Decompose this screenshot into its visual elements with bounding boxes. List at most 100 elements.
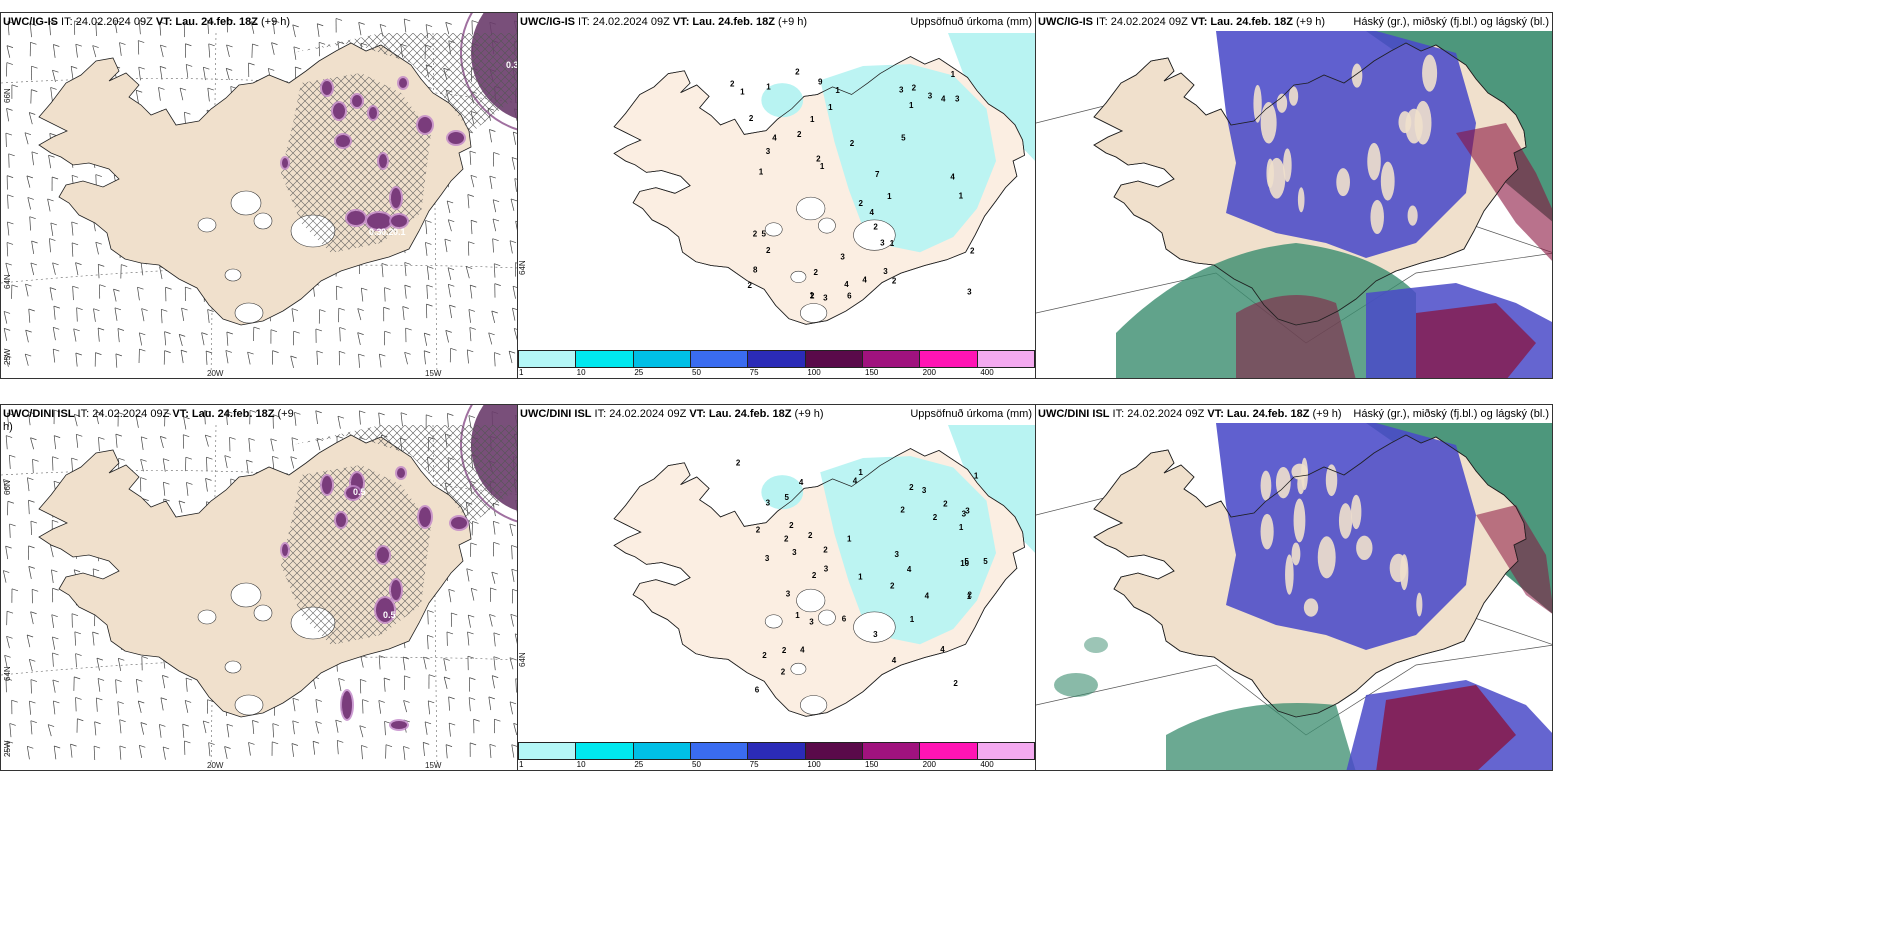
precip-value: 2 bbox=[784, 535, 789, 544]
map-svg: 1 122323248211342274211142652134291253211… bbox=[613, 33, 1035, 325]
precip-value: 1 bbox=[820, 162, 825, 171]
precip-value: 1 bbox=[967, 592, 972, 601]
precip-value: 3 bbox=[895, 550, 900, 559]
map-svg bbox=[1036, 423, 1552, 770]
colorbar-label: 100 bbox=[807, 368, 821, 377]
lat-tick-64n: 64N bbox=[518, 652, 527, 667]
precip-value: 2 bbox=[859, 199, 864, 208]
precip-value: 1 bbox=[828, 103, 833, 112]
precip-value: 1 bbox=[795, 611, 800, 620]
precip-value: 2 bbox=[900, 505, 905, 514]
init-time: IT: 24.02.2024 09Z bbox=[1109, 408, 1208, 420]
map-svg: 1233563214621342322210253224253223434232… bbox=[613, 425, 1035, 717]
precip-value: 2 bbox=[823, 545, 828, 554]
colorbar-segment bbox=[805, 743, 863, 759]
colorbar-segment bbox=[748, 351, 806, 367]
lead-time: (+9 h) bbox=[791, 408, 824, 420]
colorbar-label: 50 bbox=[692, 760, 701, 769]
colorbar-label: 10 bbox=[576, 760, 586, 769]
precip-value: 2 bbox=[795, 68, 800, 77]
colorbar-label: 1 bbox=[519, 368, 524, 377]
map-svg: 0.5 0.5 bbox=[1, 405, 517, 770]
init-time: IT: 24.02.2024 09Z bbox=[1093, 16, 1191, 28]
snow-label: 0.1 bbox=[393, 227, 406, 237]
colorbar-segment bbox=[519, 743, 577, 759]
field-label: Uppsöfnuð úrkoma (mm) bbox=[910, 16, 1032, 28]
init-time: IT: 24.02.2024 09Z bbox=[575, 16, 673, 28]
colorbar-labels: 1 10 25 50 75 100 150 200 400 bbox=[518, 368, 1035, 378]
lon-tick-20w: 20W bbox=[207, 369, 224, 378]
precip-value: 1 bbox=[835, 86, 840, 95]
precip-value: 1 bbox=[809, 291, 814, 300]
precip-value: 5 bbox=[785, 493, 790, 502]
precip-value: 4 bbox=[892, 656, 897, 665]
valid-time: VT: Lau. 24.feb. 18Z bbox=[172, 408, 275, 420]
precip-value: 2 bbox=[810, 291, 815, 300]
precip-value: 3 bbox=[823, 294, 828, 303]
precip-value: 7 bbox=[875, 170, 880, 179]
panel-title: UWC/IG-IS IT: 24.02.2024 09Z VT: Lau. 24… bbox=[1038, 16, 1325, 28]
precip-value: 1 bbox=[740, 87, 745, 96]
precip-value: 3 bbox=[955, 95, 960, 104]
precip-value: 2 bbox=[748, 281, 753, 290]
precip-value: 3 bbox=[809, 618, 814, 627]
lat-tick-64n: 64N bbox=[518, 260, 527, 275]
colorbar-segment bbox=[977, 743, 1034, 759]
precip-value: 2 bbox=[812, 571, 817, 580]
precip-value: 1 bbox=[959, 192, 964, 201]
colorbar-labels: 1 10 25 50 75 100 150 200 400 bbox=[518, 760, 1035, 770]
precip-value: 2 bbox=[967, 591, 972, 600]
precip-value: 4 bbox=[853, 477, 858, 486]
init-time: IT: 24.02.2024 09Z bbox=[591, 408, 690, 420]
model-name: UWC/DINI ISL bbox=[520, 408, 592, 420]
colorbar-label: 25 bbox=[634, 760, 644, 769]
precip-value: 3 bbox=[962, 509, 967, 518]
precip-value: 2 bbox=[753, 229, 758, 238]
precip-value: 2 bbox=[892, 277, 897, 286]
precip-value: 3 bbox=[922, 486, 927, 495]
colorbar-label: 75 bbox=[749, 760, 759, 769]
colorbar-label: 10 bbox=[576, 368, 586, 377]
colorbar-label: 1 bbox=[519, 760, 524, 769]
panel-title: UWC/DINI ISL IT: 24.02.2024 09Z VT: Lau.… bbox=[520, 408, 824, 420]
colorbar bbox=[518, 350, 1035, 368]
precip-value: 2 bbox=[730, 80, 735, 89]
colorbar-label: 50 bbox=[692, 368, 701, 377]
precip-value: 4 bbox=[925, 592, 930, 601]
colorbar-segment bbox=[633, 743, 691, 759]
precip-value: 1 bbox=[909, 101, 914, 110]
field-label: Uppsöfnuð úrkoma (mm) bbox=[910, 408, 1032, 420]
lead-time: (+9 h) bbox=[1309, 408, 1342, 420]
precip-value: 3 bbox=[873, 630, 878, 639]
precip-value: 1 bbox=[890, 239, 895, 248]
panel-precip-lower: 1 2 3 3 5 6 3 2 1 4 6 2 1 3 4 2 3 2 2 2 10 2 5 3 2 2 4 2 5 3 2 2 3 4 3 4 2 3 2… bbox=[517, 404, 1036, 771]
field-label: Háský (gr.), miðský (fj.bl.) og lágský (… bbox=[1353, 408, 1549, 420]
precip-value: 5 bbox=[762, 230, 767, 239]
precip-value: 3 bbox=[766, 499, 771, 508]
precip-value: 2 bbox=[808, 531, 813, 540]
model-name: UWC/DINI ISL bbox=[1038, 408, 1110, 420]
lead-time: (+9 bbox=[274, 408, 294, 420]
precip-value: 4 bbox=[950, 173, 955, 182]
precip-value: 3 bbox=[840, 252, 845, 261]
panel-title: UWC/IG-IS IT: 24.02.2024 09Z VT: Lau. 24… bbox=[3, 16, 290, 28]
precip-value: 2 bbox=[782, 646, 787, 655]
colorbar-label: 150 bbox=[865, 760, 879, 769]
lat-tick-64n: 64N bbox=[3, 274, 12, 289]
precip-value: 9 bbox=[818, 77, 823, 86]
lon-tick-25w: 25W bbox=[3, 348, 12, 365]
precip-value: 5 bbox=[901, 134, 906, 143]
precip-value: 2 bbox=[789, 521, 794, 530]
panel-title: UWC/DINI ISL IT: 24.02.2024 09Z VT: Lau.… bbox=[3, 408, 294, 420]
precip-value: 2 bbox=[749, 114, 754, 123]
precip-value: 2 bbox=[970, 246, 975, 255]
panel-cloud-lower: UWC/DINI ISL IT: 24.02.2024 09Z VT: Lau.… bbox=[1035, 404, 1553, 771]
precip-value: 2 bbox=[933, 513, 938, 522]
colorbar bbox=[518, 742, 1035, 760]
precip-value: 2 bbox=[762, 651, 767, 660]
snow-label: 0.2 bbox=[381, 227, 394, 237]
precip-value: 4 bbox=[844, 280, 849, 289]
valid-time: VT: Lau. 24.feb. 18Z bbox=[155, 16, 258, 28]
panel-cloud-upper: UWC/IG-IS IT: 24.02.2024 09Z VT: Lau. 24… bbox=[1035, 12, 1553, 379]
